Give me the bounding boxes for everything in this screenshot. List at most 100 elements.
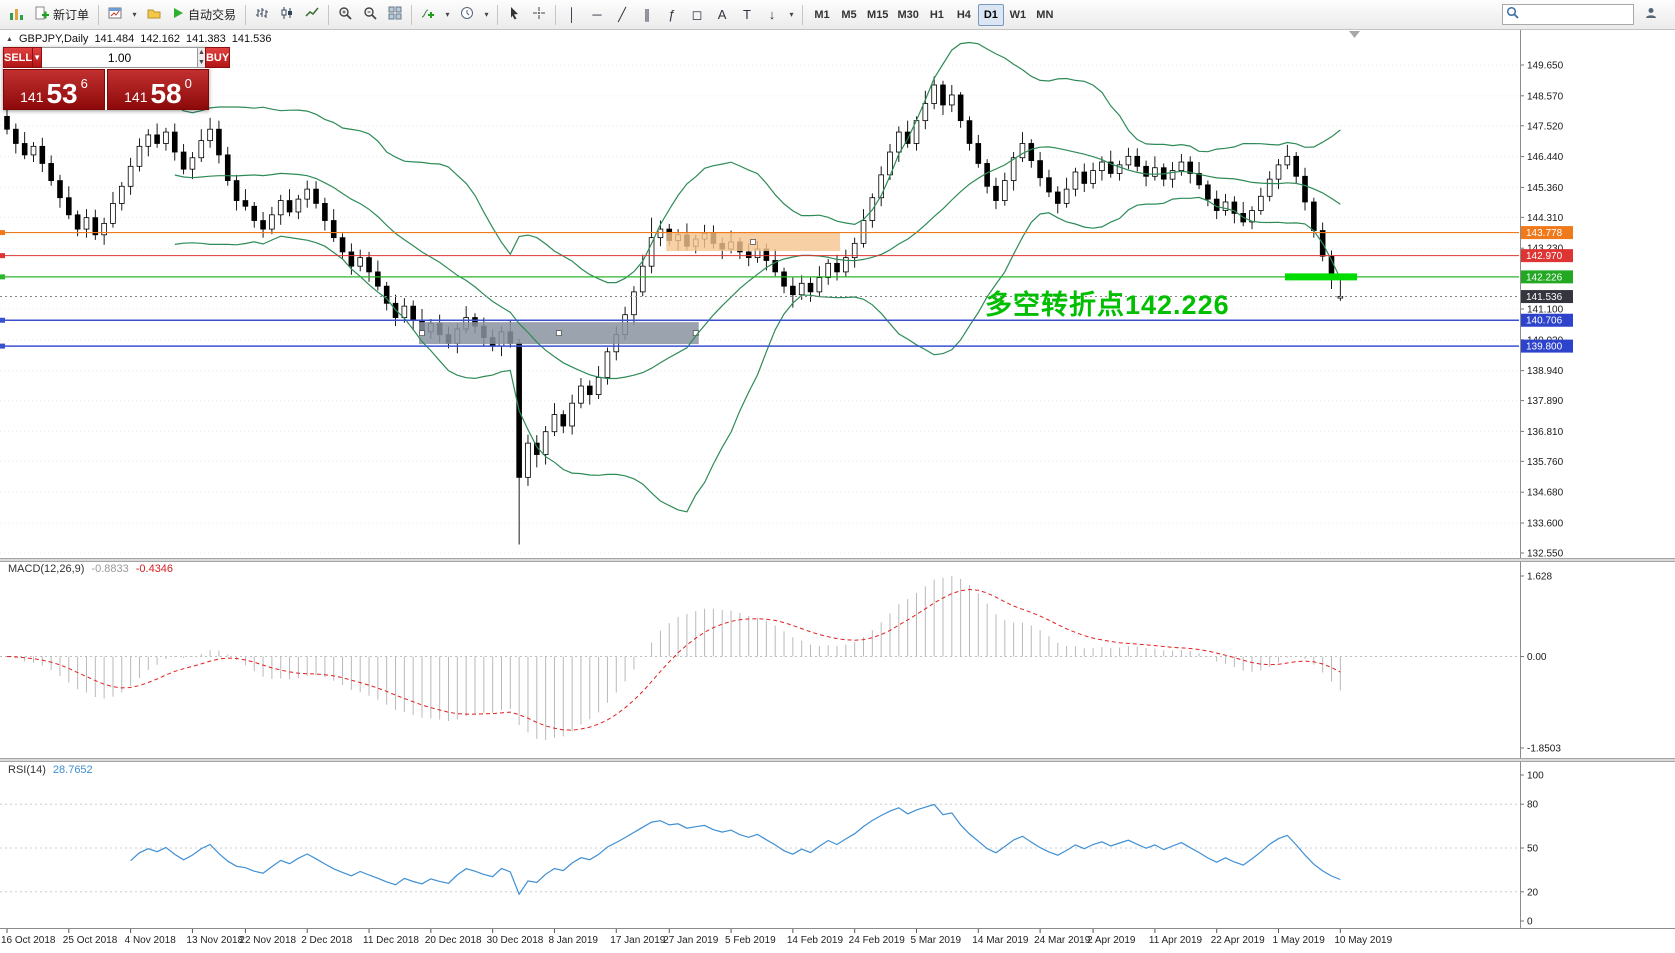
toolbar-separator [328,4,330,25]
new-chart-button[interactable] [103,3,127,27]
timeframe-d1[interactable]: D1 [977,3,1004,26]
svg-text:22 Apr 2019: 22 Apr 2019 [1211,935,1265,946]
volume-up-icon[interactable]: ▲ [198,48,205,58]
svg-text:20: 20 [1527,887,1539,898]
svg-text:134.680: 134.680 [1527,488,1564,499]
toolbar-separator [98,4,100,25]
timeframe-h1[interactable]: H1 [929,8,944,21]
horizontal-line-button[interactable]: ─ [585,3,609,27]
time-axis[interactable]: 16 Oct 2018 25 Oct 2018 4 Nov 2018 13 Nov 2… [1,929,1393,946]
arrow-down-icon: ↓ [768,7,776,22]
svg-text:27 Jan 2019: 27 Jan 2019 [663,935,718,946]
periods-dropdown[interactable]: ▾ [484,10,489,19]
rectangle-shape-icon: ◻ [691,7,703,22]
zoom-in-button[interactable] [333,3,357,27]
svg-text:139.800: 139.800 [1526,342,1563,353]
volume-down-icon[interactable]: ▼ [198,57,205,67]
low-value: 141.383 [185,33,226,45]
open-value: 141.484 [94,33,135,45]
new-order-button[interactable]: 新订单 [30,3,94,27]
text-label-button[interactable]: T [735,3,759,27]
sell-price-pips: 53 [46,77,78,109]
profiles-folder-icon [147,6,161,23]
fibonacci-button[interactable]: ƒ [660,3,684,27]
sell-dropdown-icon[interactable]: ▼ [33,47,43,68]
candlestick-chart-button[interactable] [275,3,299,27]
chart-shift-marker [1349,31,1360,38]
line-chart-button[interactable] [300,3,324,27]
rsi-scale[interactable]: 100 80 50 20 0 [1520,771,1544,928]
svg-text:-1.8503: -1.8503 [1527,744,1561,755]
horizontal-line-icon: ─ [592,7,602,22]
svg-text:100: 100 [1527,771,1544,782]
arrows-dropdown[interactable]: ▾ [789,10,794,19]
macd-plot[interactable] [0,576,1520,741]
search-box[interactable] [1502,4,1634,25]
clock-icon [460,6,474,23]
trendline-button[interactable]: ╱ [610,3,634,27]
search-input[interactable] [1522,6,1630,23]
bar-chart-button[interactable] [250,3,274,27]
one-click-trading-panel: SELL ▼ ▲▼ BUY 141 53 6 141 58 0 [3,47,231,110]
app-chart-button[interactable] [4,3,29,27]
svg-text:149.650: 149.650 [1527,61,1564,72]
timeframe-m15[interactable]: M15 [867,8,889,21]
svg-text:24 Mar 2019: 24 Mar 2019 [1034,935,1091,946]
timeframe-m30[interactable]: M30 [897,8,919,21]
channel-button[interactable]: ∥ [635,3,659,27]
svg-text:22 Nov 2018: 22 Nov 2018 [239,935,296,946]
sell-price-sub: 6 [80,76,88,91]
buy-price-button[interactable]: 141 58 0 [107,69,209,110]
pivot-annotation[interactable]: 多空转折点142.226 [985,290,1230,320]
toolbar-separator [802,4,804,25]
rsi-plot[interactable] [0,803,1520,896]
svg-text:4 Nov 2018: 4 Nov 2018 [125,935,177,946]
indicators-button[interactable] [416,3,440,27]
svg-text:132.550: 132.550 [1527,549,1564,560]
cursor-button[interactable] [502,3,526,27]
volume-input[interactable] [42,47,199,68]
macd-scale[interactable]: 1.628 0.00 -1.8503 [1520,572,1561,755]
timeframe-w1[interactable]: W1 [1009,8,1027,21]
price-plot[interactable] [0,41,1520,545]
sell-price-button[interactable]: 141 53 6 [3,69,105,110]
rsi-header: RSI(14) 28.7652 [8,764,93,776]
tile-windows-button[interactable] [383,3,407,27]
community-button[interactable] [1639,3,1663,27]
toolbar-separator [497,4,499,25]
svg-text:13 Nov 2018: 13 Nov 2018 [186,935,243,946]
close-value: 141.536 [231,33,272,45]
text-label-icon: T [743,7,751,22]
auto-trading-label: 自动交易 [188,8,237,22]
auto-trading-button[interactable]: 自动交易 [167,3,241,27]
svg-text:25 Oct 2018: 25 Oct 2018 [63,935,118,946]
sell-button[interactable]: SELL [3,47,34,68]
new-chart-dropdown[interactable]: ▾ [132,10,137,19]
buy-price-pips: 58 [150,77,182,109]
svg-text:133.600: 133.600 [1527,519,1564,530]
svg-text:14 Feb 2019: 14 Feb 2019 [787,935,844,946]
auto-trading-play-icon [172,7,184,22]
zoom-out-button[interactable] [358,3,382,27]
zoom-out-icon [363,6,377,23]
timeframe-m1[interactable]: M1 [814,8,830,21]
shapes-button[interactable]: ◻ [685,3,709,27]
timeframe-h4[interactable]: H4 [956,8,971,21]
timeframe-mn[interactable]: MN [1036,8,1054,21]
person-icon [1644,6,1658,23]
indicators-dropdown[interactable]: ▾ [445,10,450,19]
svg-text:138.940: 138.940 [1527,366,1564,377]
svg-text:135.760: 135.760 [1527,457,1564,468]
vertical-line-button[interactable]: │ [560,3,584,27]
timeframe-m5[interactable]: M5 [841,8,857,21]
svg-text:8 Jan 2019: 8 Jan 2019 [548,935,598,946]
arrows-button[interactable]: ↓ [760,3,784,27]
periods-button[interactable] [455,3,479,27]
svg-text:20 Dec 2018: 20 Dec 2018 [425,935,482,946]
crosshair-button[interactable] [527,3,551,27]
buy-button[interactable]: BUY [204,47,231,68]
profiles-button[interactable] [142,3,166,27]
macd-main-value: -0.8833 [91,563,129,575]
text-button[interactable]: A [710,3,734,27]
